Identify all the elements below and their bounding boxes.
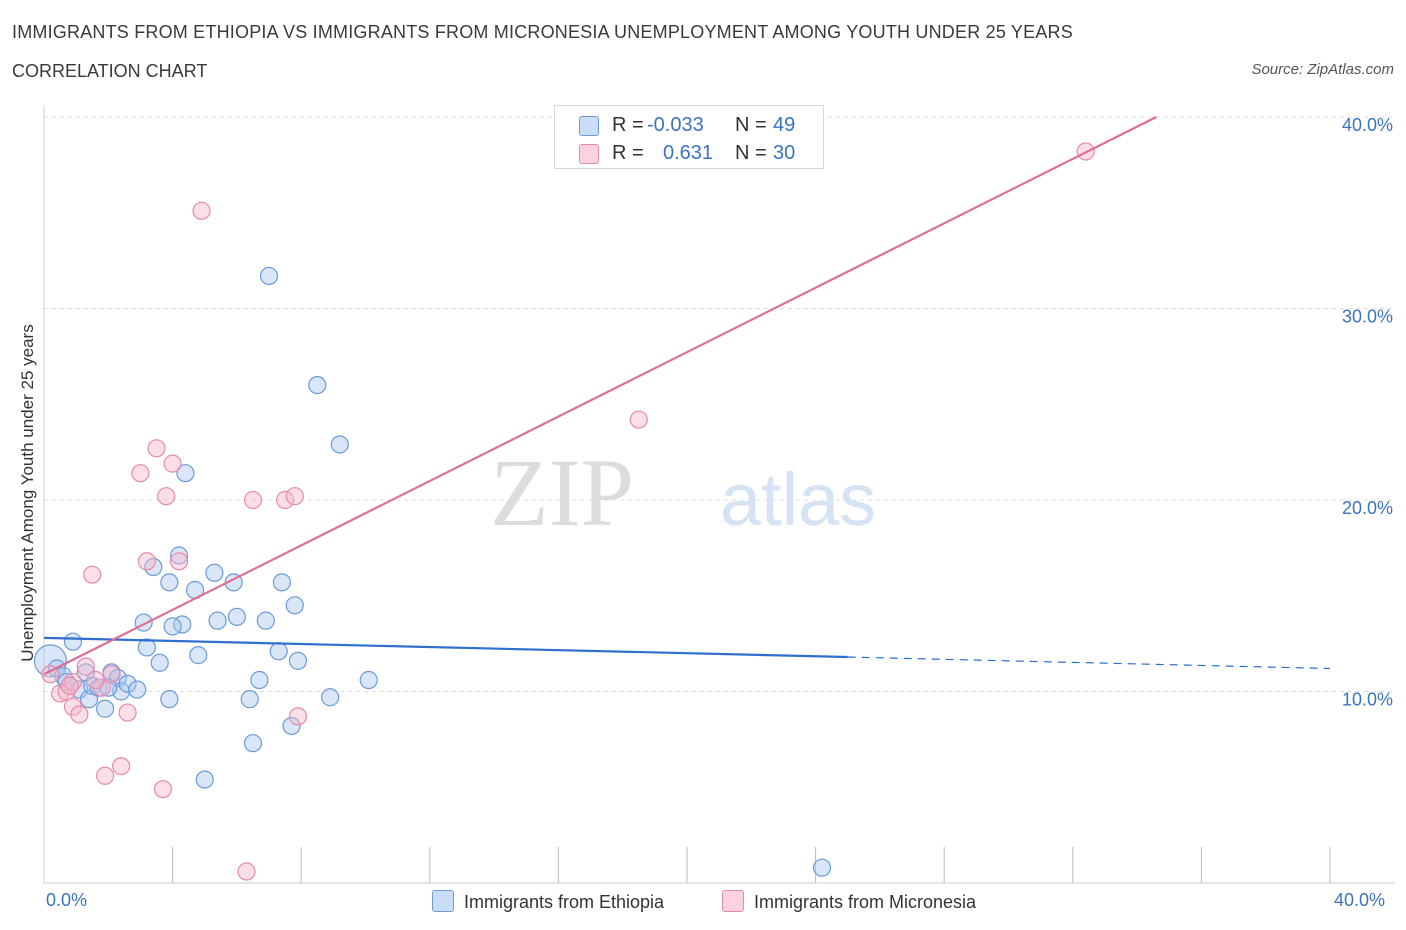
legend-item-micronesia: Immigrants from Micronesia (722, 890, 976, 913)
ethiopia-point (150, 653, 169, 672)
micronesia-point (112, 757, 131, 776)
series-ethiopia-points (33, 266, 832, 877)
ethiopia-point (160, 690, 179, 709)
micronesia-point (288, 707, 308, 726)
ethiopia-point (359, 670, 378, 690)
ethiopia-point (128, 680, 147, 699)
legend-n-label: N = (735, 114, 767, 136)
y-tick-label: 20.0% (1342, 498, 1393, 518)
ethiopia-point (321, 688, 340, 707)
micronesia-point (192, 201, 211, 220)
ethiopia-point (256, 611, 275, 630)
micronesia-point (243, 490, 263, 510)
ethiopia-point (137, 638, 156, 657)
legend-n-label: N = (735, 142, 767, 164)
y-tick-label: 40.0% (1342, 115, 1393, 135)
ethiopia-point (330, 435, 349, 454)
legend-r-value: -0.033 (647, 114, 704, 136)
y-tick-label: 30.0% (1342, 307, 1393, 327)
ethiopia-point (118, 674, 137, 693)
ethiopia-point (169, 546, 189, 565)
micronesia-point (83, 565, 102, 584)
ethiopia-point (189, 646, 208, 665)
ethiopia-point (285, 596, 304, 615)
micronesia-trend-line (43, 116, 1157, 676)
series-micronesia-points (41, 142, 1095, 881)
micronesia-point (163, 454, 182, 473)
ethiopia-point (243, 734, 263, 753)
micronesia-point (131, 464, 150, 483)
legend-label-micronesia: Immigrants from Micronesia (754, 892, 977, 912)
micronesia-point (76, 657, 95, 676)
micronesia-point (147, 439, 166, 458)
watermark: ZIP atlas (490, 439, 876, 546)
micronesia-point (153, 780, 173, 799)
source-attribution: Source: ZipAtlas.com (1251, 61, 1394, 78)
micronesia-point (237, 862, 256, 881)
chart-title: IMMIGRANTS FROM ETHIOPIA VS IMMIGRANTS F… (12, 22, 1073, 42)
ethiopia-point (163, 617, 182, 636)
micronesia-point (95, 766, 115, 785)
ethiopia-point (288, 651, 308, 670)
grid (43, 105, 1395, 884)
micronesia-point (57, 682, 76, 701)
legend-swatch-ethiopia (579, 116, 599, 136)
ethiopia-point (227, 607, 246, 626)
micronesia-point (86, 670, 105, 690)
ethiopia-point (269, 642, 288, 661)
x-tick-label-min: 0.0% (46, 890, 88, 910)
micronesia-point (102, 665, 121, 684)
legend-r-label: R = (612, 114, 644, 136)
x-tick-label-max: 40.0% (1334, 890, 1386, 910)
legend-swatch-ethiopia (432, 890, 454, 912)
micronesia-point (70, 705, 89, 724)
ethiopia-point (160, 573, 179, 592)
trend-lines (43, 116, 1331, 676)
correlation-legend: R = -0.033 N = 49 R = 0.631 N = 30 (554, 105, 824, 169)
watermark-zip: ZIP (490, 439, 634, 546)
legend-swatch-micronesia (722, 890, 744, 912)
watermark-atlas: atlas (720, 458, 876, 541)
legend-n-value: 30 (773, 142, 796, 164)
micronesia-point (169, 552, 189, 571)
legend-r-value: 0.631 (663, 142, 714, 164)
ethiopia-point (272, 573, 292, 592)
ethiopia-point (282, 716, 301, 736)
y-axis-label: Unemployment Among Youth under 25 years (18, 324, 37, 662)
ethiopia-point (240, 690, 259, 709)
micronesia-point (285, 487, 304, 506)
legend-swatch-micronesia (579, 144, 599, 164)
chart-subtitle: CORRELATION CHART (12, 61, 208, 81)
micronesia-point (157, 487, 176, 506)
micronesia-point (60, 676, 79, 695)
ethiopia-point (812, 858, 832, 877)
y-tick-labels: 10.0% 20.0% 30.0% 40.0% (1342, 115, 1393, 710)
ethiopia-point (208, 611, 227, 630)
ethiopia-point (205, 563, 224, 582)
ethiopia-trend-extension (847, 656, 1331, 670)
micronesia-point (276, 490, 295, 510)
ethiopia-trend-line (43, 636, 848, 659)
ethiopia-point (259, 266, 279, 286)
micronesia-point (118, 703, 137, 722)
ethiopia-point (195, 770, 214, 789)
legend-item-ethiopia: Immigrants from Ethiopia (432, 890, 664, 913)
ethiopia-point (63, 632, 83, 651)
ethiopia-point (250, 670, 269, 690)
legend-r-label: R = (612, 142, 644, 164)
y-tick-label: 10.0% (1342, 690, 1393, 710)
micronesia-point (50, 684, 70, 703)
ethiopia-point (176, 464, 195, 483)
legend-n-value: 49 (773, 114, 796, 136)
ethiopia-point (308, 376, 327, 395)
legend-label-ethiopia: Immigrants from Ethiopia (464, 892, 665, 912)
micronesia-point (137, 552, 156, 571)
ethiopia-point (95, 699, 115, 718)
micronesia-point (629, 410, 648, 429)
